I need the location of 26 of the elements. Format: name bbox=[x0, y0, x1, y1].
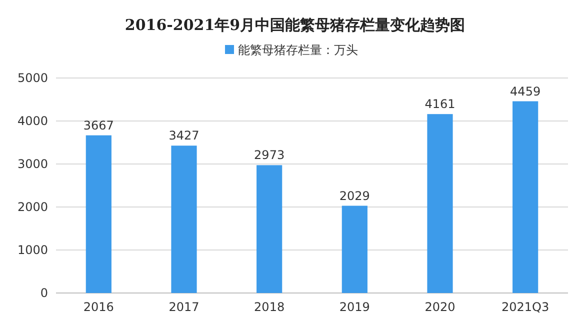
bar bbox=[342, 206, 368, 293]
data-label: 2029 bbox=[339, 188, 370, 203]
data-label: 3667 bbox=[83, 118, 114, 132]
y-tick-label: 1000 bbox=[17, 243, 48, 258]
data-label: 3427 bbox=[168, 128, 200, 143]
bar bbox=[86, 135, 112, 293]
y-tick-label: 5000 bbox=[17, 71, 48, 86]
x-tick-label: 2016 bbox=[83, 300, 114, 314]
y-tick-label: 2000 bbox=[17, 200, 48, 214]
legend-label: 能繁母猪存栏量：万头 bbox=[238, 43, 358, 57]
chart-title: 2016-2021年9月中国能繁母猪存栏量变化趋势图 bbox=[124, 16, 466, 34]
bar bbox=[512, 101, 538, 293]
x-tick-label: 2019 bbox=[339, 300, 370, 314]
data-label: 4459 bbox=[510, 84, 541, 98]
y-tick-label: 4000 bbox=[17, 114, 48, 128]
x-tick-label: 2020 bbox=[424, 300, 456, 314]
bar bbox=[427, 114, 453, 293]
x-tick-label: 2017 bbox=[168, 300, 200, 314]
x-tick-label: 2021Q3 bbox=[502, 300, 550, 314]
bar bbox=[171, 146, 197, 293]
y-tick-label: 0 bbox=[40, 286, 48, 300]
data-label: 4161 bbox=[424, 97, 456, 112]
y-tick-label: 3000 bbox=[17, 157, 48, 172]
data-label: 2973 bbox=[254, 148, 285, 162]
x-tick-label: 2018 bbox=[254, 300, 285, 314]
bar bbox=[256, 165, 282, 293]
